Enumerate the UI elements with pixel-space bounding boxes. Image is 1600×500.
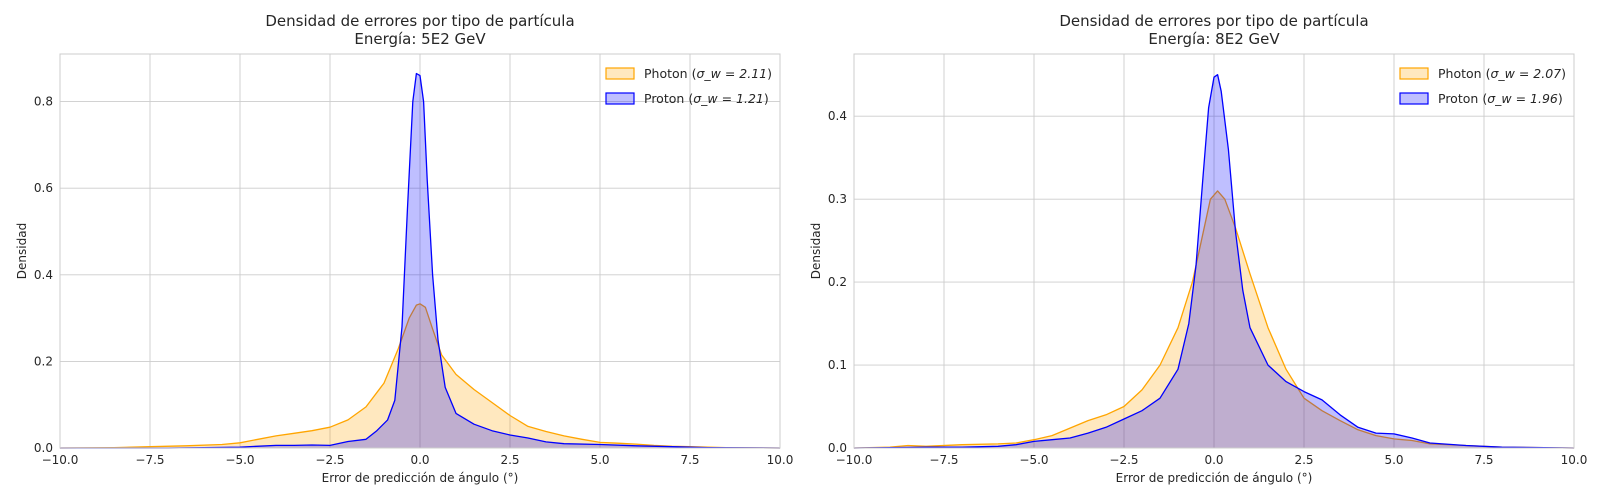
- y-axis-label: Densidad: [15, 223, 29, 279]
- plot-frame: [853, 53, 1575, 449]
- x-tick-label: 2.5: [1294, 453, 1313, 467]
- density-area-photon: [854, 190, 1574, 448]
- density-area-photon: [60, 303, 780, 448]
- legend-label-photon: Photon: [1438, 66, 1482, 81]
- y-tick-label: 0.0: [34, 441, 53, 455]
- chart-title: Densidad de errores por tipo de partícul…: [265, 12, 574, 30]
- x-tick-label: 10.0: [1561, 453, 1588, 467]
- x-tick-label: −10.0: [42, 453, 79, 467]
- legend-swatch-photon: [605, 67, 635, 80]
- x-axis-label: Error de predicción de ángulo (°): [1116, 471, 1313, 485]
- y-tick-label: 0.2: [34, 354, 53, 368]
- x-tick-label: 2.5: [500, 453, 519, 467]
- x-tick-label: −2.5: [1109, 453, 1138, 467]
- x-tick-label: −5.0: [1019, 453, 1048, 467]
- x-tick-label: 0.0: [1204, 453, 1223, 467]
- y-tick-label: 0.8: [34, 95, 53, 109]
- tick-labels: −10.0 −7.5 −5.0 −2.5 0.0 2.5 5.0 7.5 10.0 0.0 0.2 0…: [34, 95, 793, 467]
- chart-title: Densidad de errores por tipo de partícul…: [1059, 12, 1368, 30]
- legend-label-photon: Photon: [644, 66, 688, 81]
- x-axis-label: Error de predicción de ángulo (°): [322, 471, 519, 485]
- chart-panel-energy-8e2: Densidad de errores por tipo de partícul…: [809, 12, 1587, 485]
- x-tick-label: −10.0: [836, 453, 873, 467]
- y-tick-label: 0.0: [828, 441, 847, 455]
- legend-swatch-photon: [1399, 67, 1429, 80]
- x-tick-label: 5.0: [1384, 453, 1403, 467]
- legend-label-proton: Proton: [644, 91, 684, 106]
- density-line-proton: [60, 72, 781, 449]
- legend: Photon (σ_w = 2.11) Proton (σ_w = 1.21): [605, 66, 772, 106]
- legend-entry-proton: Proton (σ_w = 1.96): [1438, 91, 1563, 106]
- y-tick-label: 0.6: [34, 181, 53, 195]
- density-line-photon: [59, 303, 781, 449]
- legend-sigma-photon: σ_w = 2.11: [696, 66, 767, 81]
- density-area-proton: [854, 74, 1574, 448]
- y-tick-label: 0.4: [828, 109, 847, 123]
- tick-labels: −10.0 −7.5 −5.0 −2.5 0.0 2.5 5.0 7.5 10.0 0.0 0.1 0…: [828, 109, 1587, 467]
- legend-sigma-photon: σ_w = 2.07: [1490, 66, 1561, 81]
- legend-swatch-proton: [1399, 92, 1429, 105]
- legend-sigma-proton: σ_w = 1.96: [1487, 91, 1558, 106]
- series-group: [853, 74, 1575, 449]
- chart-panel-energy-5e2: Densidad de errores por tipo de partícul…: [15, 12, 793, 485]
- y-tick-label: 0.3: [828, 192, 847, 206]
- density-line-photon: [853, 190, 1575, 449]
- x-tick-label: 7.5: [680, 453, 699, 467]
- y-tick-label: 0.1: [828, 358, 847, 372]
- legend-swatch-proton: [605, 92, 635, 105]
- legend: Photon (σ_w = 2.07) Proton (σ_w = 1.96): [1399, 66, 1566, 106]
- density-line-proton: [853, 74, 1575, 449]
- x-tick-label: 10.0: [767, 453, 794, 467]
- series-group: [59, 72, 781, 449]
- y-tick-label: 0.4: [34, 268, 53, 282]
- x-tick-label: −2.5: [315, 453, 344, 467]
- plot-frame: [59, 53, 781, 449]
- legend-entry-photon: Photon (σ_w = 2.07): [1438, 66, 1566, 81]
- x-tick-label: −5.0: [225, 453, 254, 467]
- x-tick-label: 0.0: [410, 453, 429, 467]
- legend-entry-proton: Proton (σ_w = 1.21): [644, 91, 769, 106]
- x-tick-label: −7.5: [929, 453, 958, 467]
- x-tick-label: 5.0: [590, 453, 609, 467]
- x-tick-label: 7.5: [1474, 453, 1493, 467]
- legend-sigma-proton: σ_w = 1.21: [693, 91, 764, 106]
- chart-subtitle: Energía: 8E2 GeV: [1148, 30, 1280, 48]
- legend-label-proton: Proton: [1438, 91, 1478, 106]
- density-area-proton: [60, 73, 780, 448]
- grid: [59, 54, 781, 449]
- legend-entry-photon: Photon (σ_w = 2.11): [644, 66, 772, 81]
- y-axis-label: Densidad: [809, 223, 823, 279]
- x-tick-label: −7.5: [135, 453, 164, 467]
- y-tick-label: 0.2: [828, 275, 847, 289]
- chart-subtitle: Energía: 5E2 GeV: [354, 30, 486, 48]
